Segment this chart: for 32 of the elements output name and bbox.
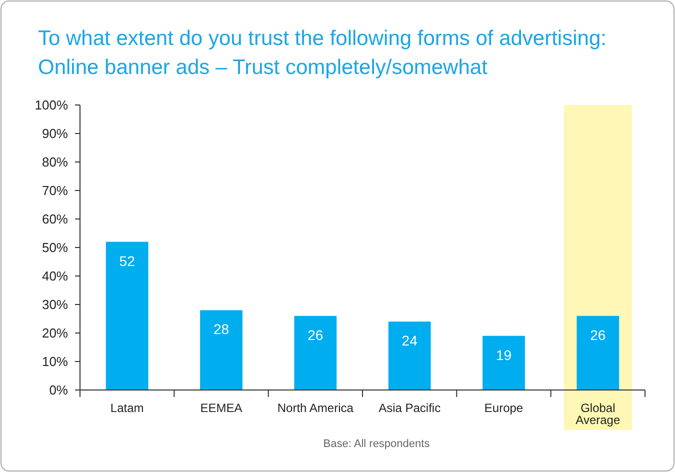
x-tick-label: Asia Pacific xyxy=(378,401,441,415)
y-tick-label: 90% xyxy=(42,126,68,142)
y-tick-label: 20% xyxy=(42,326,68,341)
data-label: 19 xyxy=(496,346,512,363)
y-tick-label: 70% xyxy=(42,183,68,198)
text: Base: All respondents xyxy=(323,438,430,450)
x-tick-label: Europe xyxy=(484,401,524,415)
y-tick-label: 50% xyxy=(42,240,68,256)
data-label: 24 xyxy=(402,332,418,349)
y-tick-label: 60% xyxy=(42,212,68,227)
data-label: 26 xyxy=(308,326,324,343)
y-tick-label: 30% xyxy=(42,297,68,312)
data-label: 26 xyxy=(590,326,606,343)
data-label: 52 xyxy=(119,252,136,269)
y-tick-label: 80% xyxy=(42,154,68,170)
x-tick-label: Global Average xyxy=(576,401,620,427)
bar xyxy=(576,316,620,390)
chart-title: To what extent do you trust the following forms of advertising: xyxy=(38,27,606,50)
bar xyxy=(482,336,525,390)
x-tick-label: North America xyxy=(277,401,354,415)
bar xyxy=(294,316,337,390)
x-tick-label: Latam xyxy=(110,401,144,415)
y-tick-label: 100% xyxy=(34,98,68,113)
x-tick-label: EEMEA xyxy=(200,401,242,415)
y-tick-label: 40% xyxy=(42,268,68,284)
y-tick-label: 0% xyxy=(49,382,68,398)
bar xyxy=(200,310,242,390)
y-tick-label: 10% xyxy=(42,354,68,370)
bar xyxy=(388,322,431,390)
data-label: 28 xyxy=(213,321,230,338)
chart-subtitle: Online banner ads – Trust completely/somewhat xyxy=(38,56,488,79)
bar xyxy=(106,242,148,390)
